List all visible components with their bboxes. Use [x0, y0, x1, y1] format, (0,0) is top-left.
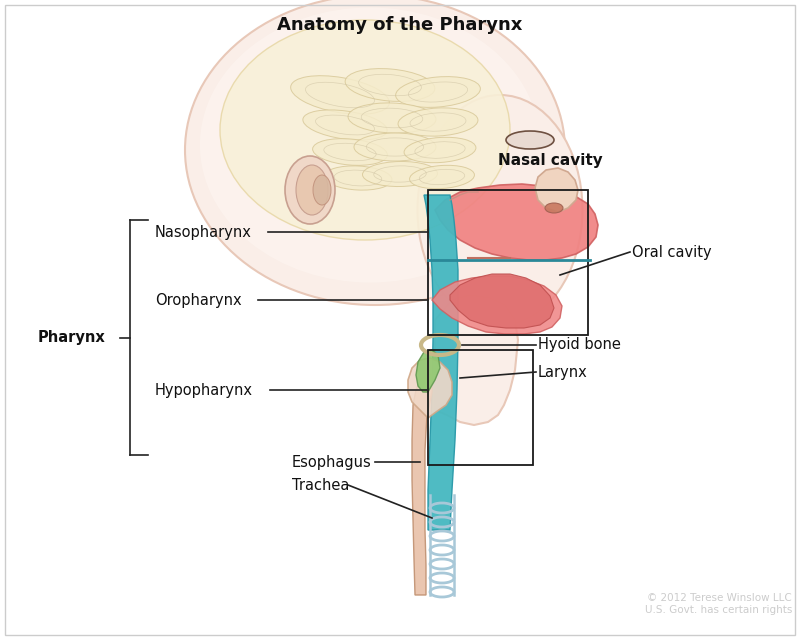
Text: Nasal cavity: Nasal cavity [498, 152, 602, 168]
Ellipse shape [285, 156, 335, 224]
Text: Hypopharynx: Hypopharynx [155, 383, 253, 397]
Polygon shape [424, 195, 458, 530]
Polygon shape [435, 295, 518, 425]
Ellipse shape [404, 138, 476, 163]
Polygon shape [535, 168, 578, 212]
Polygon shape [416, 350, 440, 392]
Text: © 2012 Terese Winslow LLC
U.S. Govt. has certain rights: © 2012 Terese Winslow LLC U.S. Govt. has… [645, 593, 792, 615]
Ellipse shape [418, 95, 582, 325]
Ellipse shape [200, 8, 540, 282]
Ellipse shape [303, 110, 387, 140]
Ellipse shape [545, 203, 563, 213]
Polygon shape [450, 274, 554, 328]
Polygon shape [432, 276, 562, 334]
Ellipse shape [313, 175, 331, 205]
Ellipse shape [290, 76, 390, 115]
Ellipse shape [185, 0, 565, 305]
Ellipse shape [398, 108, 478, 136]
Text: Nasopharynx: Nasopharynx [155, 225, 252, 239]
Bar [428, 190, 588, 335]
Ellipse shape [324, 166, 392, 190]
Text: Larynx: Larynx [538, 365, 588, 380]
Text: Hyoid bone: Hyoid bone [538, 337, 621, 353]
Ellipse shape [362, 161, 438, 186]
Ellipse shape [313, 139, 387, 165]
Ellipse shape [296, 165, 328, 215]
Ellipse shape [345, 68, 435, 101]
Ellipse shape [354, 133, 436, 161]
Ellipse shape [396, 77, 480, 108]
Bar [428, 350, 533, 465]
Text: Esophagus: Esophagus [292, 454, 372, 470]
Polygon shape [412, 374, 432, 595]
Text: Pharynx: Pharynx [38, 330, 106, 345]
Ellipse shape [220, 20, 510, 240]
Text: Trachea: Trachea [292, 477, 350, 493]
Text: Oropharynx: Oropharynx [155, 292, 242, 307]
Text: Oral cavity: Oral cavity [632, 244, 712, 259]
Polygon shape [408, 358, 452, 418]
Polygon shape [435, 184, 598, 260]
Ellipse shape [348, 103, 436, 133]
Ellipse shape [506, 131, 554, 149]
Text: Anatomy of the Pharynx: Anatomy of the Pharynx [278, 16, 522, 34]
Ellipse shape [410, 165, 474, 189]
